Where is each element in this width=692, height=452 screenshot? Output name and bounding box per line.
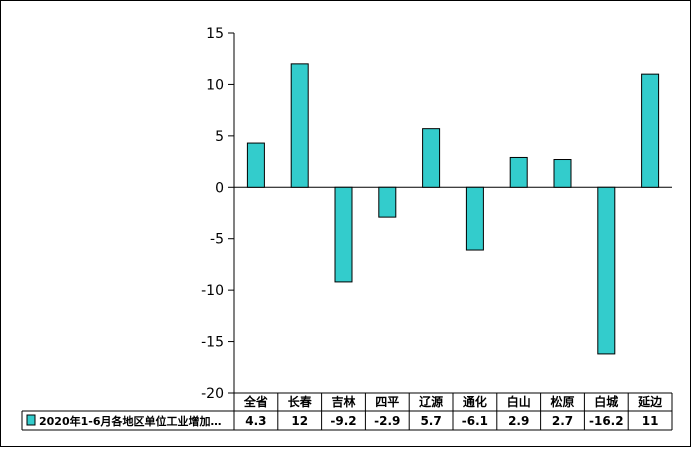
data-table: 全省 4.3 长春 12 吉林 -9.2 四平 -2.9 辽源 5.7 通化 -6.1 白山 2.9 松原 2… bbox=[21, 392, 673, 431]
category-label-4: 四平 bbox=[375, 395, 399, 409]
category-label-2: 长春 bbox=[288, 394, 313, 409]
bar-7 bbox=[509, 156, 528, 188]
value-label-3: -9.2 bbox=[330, 414, 356, 428]
bars bbox=[246, 63, 660, 355]
category-label-1: 全省 bbox=[243, 394, 268, 409]
y-tick-label: -5 bbox=[210, 232, 224, 248]
value-label-10: 11 bbox=[642, 414, 659, 428]
y-tick-label: 5 bbox=[215, 129, 224, 145]
bar-8 bbox=[553, 159, 572, 188]
bar-3 bbox=[334, 186, 353, 283]
category-label-10: 延边 bbox=[637, 394, 663, 409]
category-label-7: 白山 bbox=[507, 394, 531, 409]
value-label-1: 4.3 bbox=[245, 414, 266, 428]
legend-series-name: 2020年1-6月各地区单位工业增加… bbox=[39, 414, 222, 428]
y-tick-label: -20 bbox=[201, 386, 224, 402]
category-label-8: 松原 bbox=[550, 394, 574, 409]
category-label-5: 辽源 bbox=[419, 394, 443, 409]
bar-9 bbox=[597, 186, 616, 355]
y-tick-label: -15 bbox=[201, 335, 224, 351]
value-label-4: -2.9 bbox=[374, 414, 400, 428]
y-tick-label: 0 bbox=[215, 180, 224, 196]
y-tick-label: 15 bbox=[206, 26, 224, 42]
value-label-6: -6.1 bbox=[462, 414, 488, 428]
y-tick-label: -10 bbox=[201, 283, 224, 299]
bar-1 bbox=[246, 142, 265, 188]
value-label-2: 12 bbox=[291, 414, 308, 428]
y-tick-label: 10 bbox=[206, 77, 224, 93]
category-label-9: 白城 bbox=[594, 394, 618, 409]
value-label-8: 2.7 bbox=[552, 414, 573, 428]
bar-5 bbox=[422, 128, 441, 188]
value-label-7: 2.9 bbox=[508, 414, 529, 428]
category-label-3: 吉林 bbox=[331, 394, 355, 409]
category-label-6: 通化 bbox=[463, 394, 487, 409]
bar-2 bbox=[290, 63, 309, 188]
value-label-5: 5.7 bbox=[420, 414, 441, 428]
bar-4 bbox=[378, 186, 397, 218]
value-label-9: -16.2 bbox=[589, 414, 624, 428]
bar-10 bbox=[641, 73, 660, 188]
bar-6 bbox=[465, 186, 484, 251]
legend-key bbox=[26, 414, 36, 426]
